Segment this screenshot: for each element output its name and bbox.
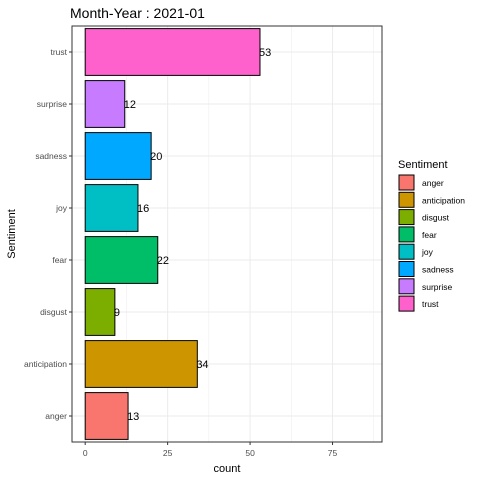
legend-label-anticipation: anticipation	[422, 195, 465, 205]
x-tick-label-25: 25	[163, 448, 173, 458]
bars-group	[84, 28, 261, 440]
legend-label-fear: fear	[422, 230, 437, 240]
legend-swatch-joy	[398, 243, 415, 260]
legend-label-trust: trust	[422, 299, 439, 309]
x-tick-label-75: 75	[328, 448, 338, 458]
legend-items: anger anticipation disgust fear joy sadness su…	[398, 174, 465, 312]
legend-swatch-anger	[398, 174, 415, 191]
legend-label-disgust: disgust	[422, 213, 450, 223]
value-labels-group: 13 34 9 22 16 20 12 53	[114, 47, 271, 423]
y-tick-label-fear: fear	[52, 255, 67, 265]
bar-sadness	[84, 132, 152, 180]
y-axis-title: Sentiment	[6, 209, 18, 259]
y-tick-label-trust: trust	[50, 47, 67, 57]
value-label-disgust: 9	[114, 307, 120, 319]
legend-swatch-disgust	[398, 209, 415, 226]
value-label-joy: 16	[137, 203, 149, 215]
y-tick-label-anticipation: anticipation	[24, 359, 67, 369]
bar-anticipation	[84, 340, 198, 388]
legend-label-sadness: sadness	[422, 265, 454, 275]
bar-disgust	[84, 288, 116, 336]
y-tick-label-surprise: surprise	[37, 99, 68, 109]
legend-swatch-fear	[398, 226, 415, 243]
legend-label-surprise: surprise	[422, 282, 453, 292]
bar-joy	[84, 184, 139, 232]
value-label-trust: 53	[259, 47, 271, 59]
legend: Sentiment anger anticipation disgust fear jo…	[398, 159, 465, 312]
value-label-anger: 13	[127, 411, 139, 423]
y-axis: anger anticipation disgust fear joy sadness su…	[24, 47, 72, 421]
x-axis: 0 25 50 75	[83, 442, 338, 458]
bar-anger	[84, 392, 129, 440]
legend-swatch-surprise	[398, 278, 415, 295]
y-tick-label-sadness: sadness	[35, 151, 67, 161]
bar-trust	[84, 28, 261, 76]
y-tick-label-disgust: disgust	[40, 307, 68, 317]
y-tick-label-joy: joy	[55, 203, 68, 213]
legend-title: Sentiment	[398, 159, 448, 171]
legend-swatch-sadness	[398, 261, 415, 277]
x-tick-label-50: 50	[245, 448, 255, 458]
chart-title: Month-Year : 2021-01	[70, 5, 205, 21]
legend-swatch-anticipation	[398, 191, 415, 208]
x-axis-title: count	[214, 463, 241, 475]
bar-fear	[84, 236, 159, 284]
x-tick-label-0: 0	[83, 448, 88, 458]
bar-surprise	[84, 80, 126, 128]
plot-panel-border	[71, 25, 383, 443]
value-label-fear: 22	[157, 255, 169, 267]
legend-label-anger: anger	[422, 178, 444, 188]
y-tick-label-anger: anger	[45, 411, 67, 421]
legend-swatch-trust	[398, 295, 415, 312]
legend-label-joy: joy	[421, 247, 434, 257]
value-label-anticipation: 34	[196, 359, 208, 371]
value-label-surprise: 12	[124, 99, 136, 111]
value-label-sadness: 20	[150, 151, 162, 163]
